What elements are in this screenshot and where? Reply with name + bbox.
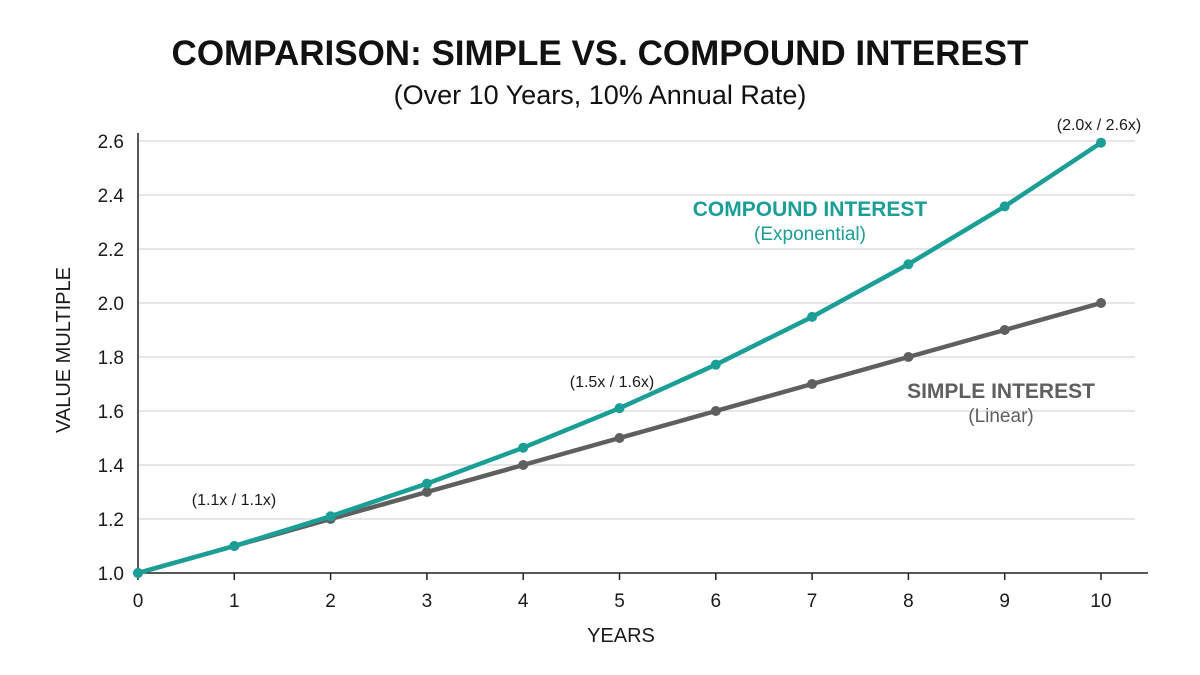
y-tick-label: 1.0 (98, 564, 124, 585)
simple-data-point (1096, 298, 1106, 308)
x-tick-label: 5 (614, 591, 625, 612)
annotation-year-1: (1.1x / 1.1x) (192, 492, 276, 509)
compound-data-point (903, 259, 914, 270)
simple-data-point (999, 325, 1010, 335)
compound-data-point (614, 403, 625, 414)
chart-title: COMPARISON: SIMPLE VS. COMPOUND INTEREST (172, 34, 1029, 73)
x-tick-label: 3 (422, 591, 433, 612)
compound-data-point (807, 311, 818, 322)
y-tick-label: 1.2 (98, 510, 124, 531)
x-tick-label: 9 (999, 591, 1010, 612)
simple-data-point (614, 433, 625, 443)
x-tick-label: 7 (807, 591, 818, 612)
compound-data-point (1096, 137, 1106, 148)
compound-data-point (999, 201, 1010, 212)
simple-data-point (903, 352, 914, 362)
x-tick-label: 6 (711, 591, 722, 612)
compound-data-point (421, 478, 432, 489)
simple-series-sublabel: (Linear) (968, 406, 1033, 427)
simple-series-label: SIMPLE INTEREST (907, 380, 1095, 403)
compound-data-point (133, 568, 143, 578)
grid-lines (138, 140, 1135, 520)
x-tick-label: 8 (903, 591, 914, 612)
y-tick-label: 2.6 (98, 132, 124, 153)
y-tick-label: 1.4 (98, 456, 125, 477)
x-tick-label: 0 (133, 591, 144, 612)
annotation-year-10: (2.0x / 2.6x) (1057, 117, 1141, 134)
annotation-year-5: (1.5x / 1.6x) (570, 374, 654, 391)
x-tick-label: 10 (1090, 591, 1111, 612)
compound-data-point (710, 359, 721, 370)
tick-labels: 1.0 1.2 1.4 1.6 1.8 2.0 2.2 2.4 2.6 0 1 2 3 4 5 6 7 8 9 10 (98, 132, 1112, 612)
compound-series-sublabel: (Exponential) (754, 224, 866, 245)
y-tick-label: 2.4 (98, 186, 125, 207)
compound-data-point (518, 442, 529, 453)
y-tick-label: 2.0 (98, 294, 124, 315)
x-axis-label: YEARS (587, 625, 655, 647)
simple-data-point (807, 379, 818, 389)
y-axis-label: VALUE MULTIPLE (53, 267, 75, 433)
compound-data-point (229, 541, 240, 551)
simple-data-point (710, 406, 721, 416)
x-tick-label: 2 (325, 591, 336, 612)
axes (137, 133, 1148, 580)
simple-data-point (421, 487, 432, 497)
series (133, 137, 1106, 578)
y-tick-label: 1.6 (98, 402, 124, 423)
y-tick-label: 2.2 (98, 240, 124, 261)
y-tick-label: 1.8 (98, 348, 124, 369)
compound-series-label: COMPOUND INTEREST (693, 198, 928, 221)
compound-data-point (325, 511, 336, 522)
x-tick-label: 1 (229, 591, 240, 612)
chart-subtitle: (Over 10 Years, 10% Annual Rate) (394, 80, 807, 110)
compound-series-line (135, 140, 1104, 576)
simple-data-point (518, 460, 529, 470)
x-tick-label: 4 (518, 591, 529, 612)
